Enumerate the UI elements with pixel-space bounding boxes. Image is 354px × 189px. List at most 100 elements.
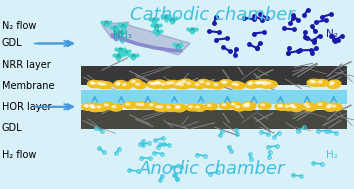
Circle shape bbox=[222, 81, 225, 83]
Circle shape bbox=[117, 82, 120, 84]
Circle shape bbox=[275, 103, 288, 110]
Circle shape bbox=[278, 105, 281, 107]
Circle shape bbox=[179, 79, 192, 86]
Circle shape bbox=[288, 103, 301, 110]
Circle shape bbox=[256, 80, 269, 87]
Text: H₂ flow: H₂ flow bbox=[2, 150, 36, 160]
Circle shape bbox=[153, 80, 166, 87]
Circle shape bbox=[170, 82, 174, 84]
Circle shape bbox=[90, 82, 94, 84]
Circle shape bbox=[206, 83, 210, 85]
Circle shape bbox=[149, 82, 153, 84]
Circle shape bbox=[136, 103, 140, 105]
Circle shape bbox=[236, 106, 239, 108]
FancyBboxPatch shape bbox=[81, 66, 347, 85]
Circle shape bbox=[97, 106, 101, 108]
Circle shape bbox=[82, 103, 95, 110]
Circle shape bbox=[242, 102, 255, 109]
Circle shape bbox=[285, 105, 289, 107]
Circle shape bbox=[104, 104, 108, 106]
Circle shape bbox=[95, 81, 107, 88]
Circle shape bbox=[182, 81, 186, 83]
Circle shape bbox=[243, 105, 247, 106]
Circle shape bbox=[193, 82, 205, 89]
Circle shape bbox=[99, 83, 103, 85]
Circle shape bbox=[112, 106, 116, 108]
Circle shape bbox=[330, 83, 333, 85]
Text: GDL: GDL bbox=[2, 123, 22, 132]
Circle shape bbox=[290, 105, 303, 112]
Circle shape bbox=[176, 106, 180, 108]
Circle shape bbox=[221, 80, 233, 87]
Circle shape bbox=[126, 103, 130, 105]
Circle shape bbox=[258, 102, 271, 109]
Text: HOR layer: HOR layer bbox=[2, 102, 51, 112]
Circle shape bbox=[318, 81, 322, 83]
Circle shape bbox=[256, 82, 260, 84]
Circle shape bbox=[290, 105, 294, 107]
Circle shape bbox=[175, 106, 179, 108]
Circle shape bbox=[264, 81, 277, 88]
Circle shape bbox=[248, 83, 252, 85]
Circle shape bbox=[197, 79, 210, 86]
Circle shape bbox=[193, 105, 206, 111]
Circle shape bbox=[92, 82, 95, 84]
Circle shape bbox=[102, 102, 115, 109]
Circle shape bbox=[87, 81, 100, 87]
Circle shape bbox=[263, 83, 267, 85]
Circle shape bbox=[189, 105, 193, 108]
Circle shape bbox=[120, 82, 132, 89]
Circle shape bbox=[214, 84, 218, 86]
Circle shape bbox=[123, 102, 136, 108]
Circle shape bbox=[219, 102, 232, 109]
Circle shape bbox=[116, 83, 120, 85]
Circle shape bbox=[152, 81, 164, 88]
Circle shape bbox=[97, 82, 101, 84]
Circle shape bbox=[173, 105, 185, 112]
Circle shape bbox=[84, 105, 88, 107]
Circle shape bbox=[91, 106, 95, 108]
Circle shape bbox=[153, 104, 166, 111]
Circle shape bbox=[259, 81, 262, 83]
Circle shape bbox=[232, 103, 235, 105]
Circle shape bbox=[223, 81, 227, 83]
Circle shape bbox=[282, 104, 295, 111]
Circle shape bbox=[260, 81, 273, 88]
Circle shape bbox=[292, 106, 296, 108]
Circle shape bbox=[255, 82, 259, 84]
Circle shape bbox=[229, 102, 242, 109]
Circle shape bbox=[328, 104, 332, 106]
Circle shape bbox=[246, 103, 250, 105]
Circle shape bbox=[245, 105, 249, 107]
Circle shape bbox=[233, 104, 246, 111]
Circle shape bbox=[136, 83, 140, 85]
Circle shape bbox=[156, 81, 159, 83]
Circle shape bbox=[164, 81, 177, 88]
Circle shape bbox=[263, 81, 267, 83]
Circle shape bbox=[90, 105, 93, 107]
Circle shape bbox=[175, 83, 179, 85]
Circle shape bbox=[325, 103, 338, 110]
Circle shape bbox=[173, 82, 185, 88]
Text: Cathodic chamber: Cathodic chamber bbox=[130, 6, 295, 24]
Circle shape bbox=[156, 106, 160, 108]
Circle shape bbox=[327, 106, 331, 108]
Text: Anodic chamber: Anodic chamber bbox=[139, 160, 286, 178]
Text: NRR layer: NRR layer bbox=[2, 60, 51, 70]
Circle shape bbox=[232, 82, 245, 89]
Circle shape bbox=[318, 103, 322, 105]
Circle shape bbox=[247, 81, 259, 87]
Circle shape bbox=[156, 105, 169, 111]
Text: N₂ flow: N₂ flow bbox=[2, 21, 36, 30]
Circle shape bbox=[102, 83, 106, 85]
Circle shape bbox=[222, 104, 226, 106]
Circle shape bbox=[232, 83, 236, 85]
Circle shape bbox=[287, 103, 300, 110]
Circle shape bbox=[276, 103, 289, 110]
Circle shape bbox=[184, 81, 197, 88]
Circle shape bbox=[240, 103, 253, 110]
Circle shape bbox=[243, 103, 256, 110]
Circle shape bbox=[316, 80, 329, 86]
Circle shape bbox=[113, 82, 126, 89]
Circle shape bbox=[187, 82, 190, 84]
